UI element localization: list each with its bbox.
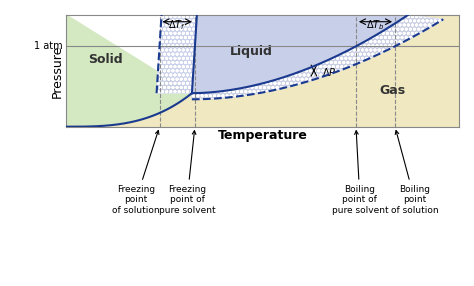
Text: $\Delta T_f$: $\Delta T_f$ [168,18,186,32]
Text: 1 atm: 1 atm [34,41,63,51]
Polygon shape [66,15,459,127]
X-axis label: Temperature: Temperature [218,130,308,142]
Text: Gas: Gas [379,84,405,98]
Text: Boiling
point of
pure solvent: Boiling point of pure solvent [332,131,388,214]
Polygon shape [192,15,443,99]
Polygon shape [192,15,408,93]
Polygon shape [156,15,197,93]
Text: Liquid: Liquid [229,45,272,58]
Text: Freezing
point
of solution: Freezing point of solution [112,130,160,214]
Text: $\Delta P$: $\Delta P$ [322,66,337,78]
Text: Boiling
point
of solution: Boiling point of solution [391,131,438,214]
Y-axis label: Pressure: Pressure [50,44,64,98]
Text: Solid: Solid [88,53,123,66]
Polygon shape [66,15,197,127]
Text: $\Delta T_b$: $\Delta T_b$ [366,18,385,32]
Text: Freezing
point of
pure solvent: Freezing point of pure solvent [159,131,215,214]
